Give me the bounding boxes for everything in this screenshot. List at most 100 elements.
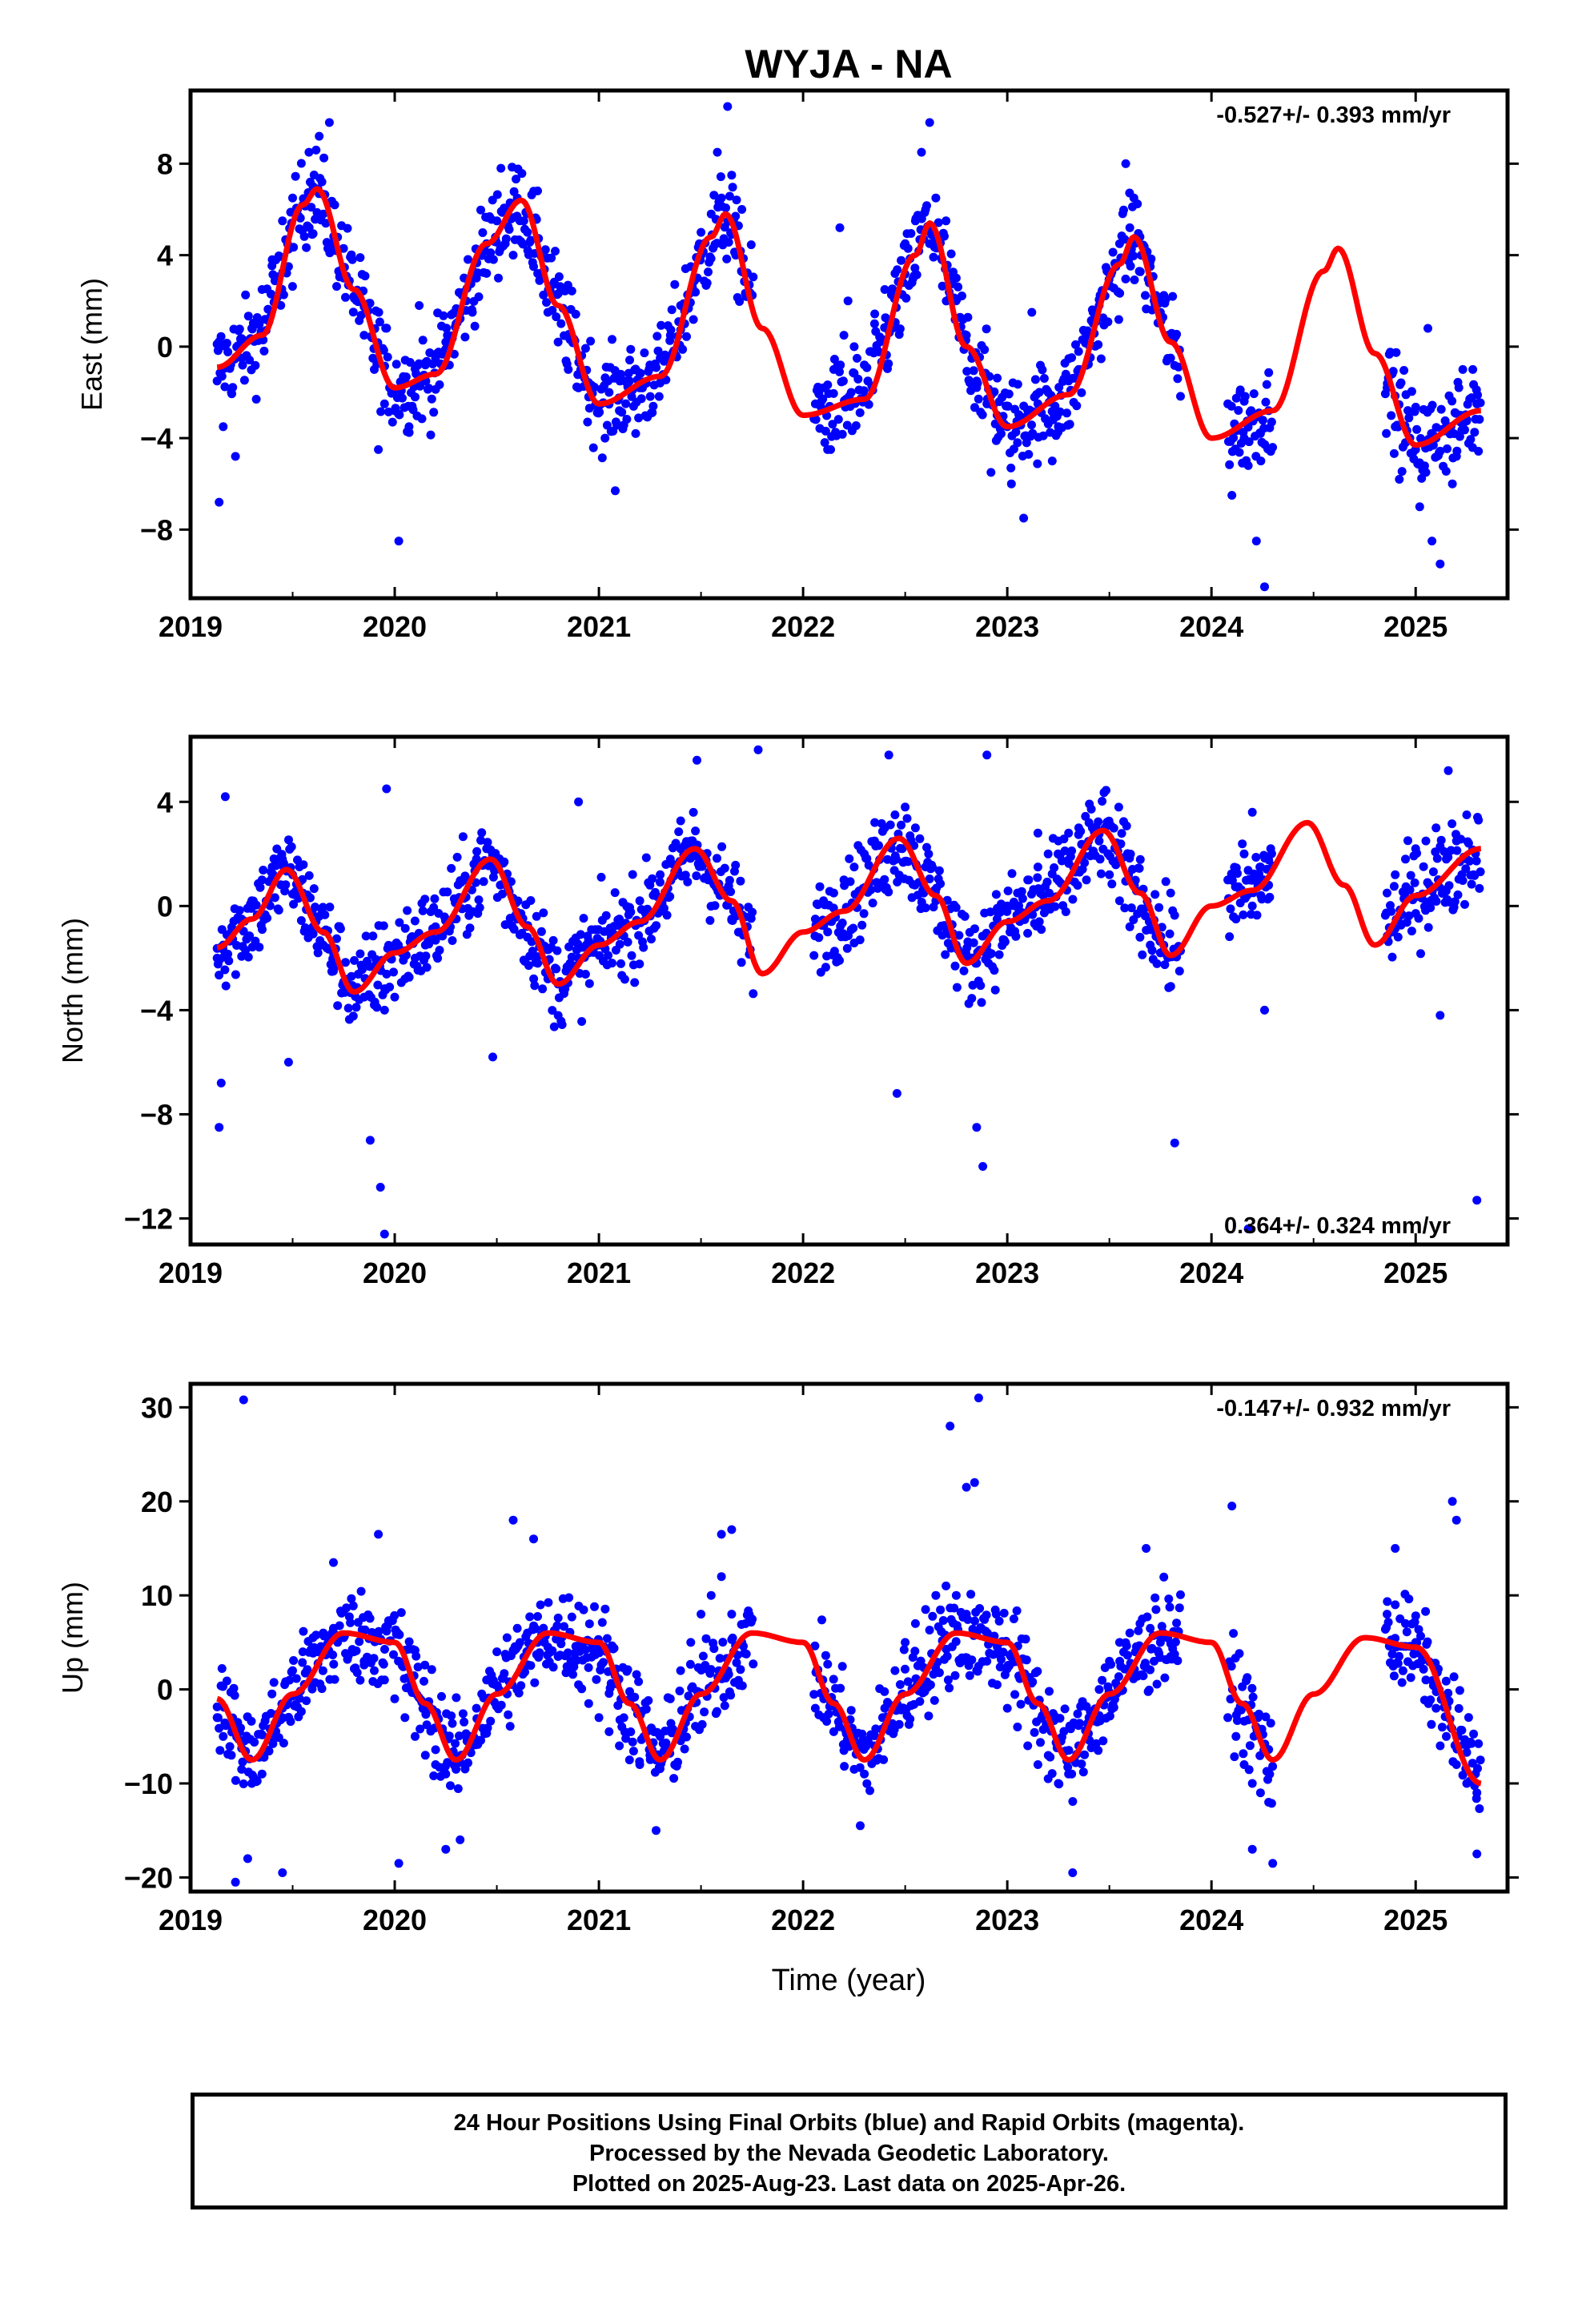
data-point [630, 1692, 640, 1702]
data-point [990, 985, 1000, 995]
data-point [374, 308, 383, 317]
data-point [231, 452, 240, 461]
data-point [404, 422, 414, 432]
data-point [942, 216, 951, 226]
data-point [583, 417, 592, 427]
data-point [840, 1762, 849, 1771]
data-point [1068, 895, 1078, 904]
data-point [1043, 849, 1053, 858]
data-point [893, 877, 902, 887]
data-point [934, 218, 943, 227]
data-point [302, 243, 311, 252]
data-point [1046, 1752, 1055, 1762]
data-point [1043, 1774, 1053, 1783]
data-point [630, 978, 640, 987]
data-point [608, 335, 616, 344]
data-point [717, 842, 727, 851]
data-point [257, 285, 267, 294]
data-point [942, 1581, 951, 1590]
data-point [986, 907, 995, 917]
data-point [403, 906, 412, 915]
y-tick-label: 0 [157, 331, 173, 364]
data-point [727, 171, 737, 180]
data-point [718, 1638, 728, 1647]
data-point [1435, 559, 1445, 569]
data-point [574, 797, 584, 806]
data-point [474, 292, 484, 302]
data-point [227, 1751, 236, 1760]
data-point [930, 1695, 939, 1705]
data-point [1047, 456, 1057, 466]
data-point [1443, 444, 1452, 453]
data-point [1260, 1005, 1269, 1015]
data-point [1114, 896, 1124, 906]
data-point [523, 932, 532, 942]
data-point [823, 927, 833, 937]
data-point [709, 1644, 719, 1654]
data-point [597, 453, 607, 463]
data-point [839, 875, 849, 885]
data-point [620, 975, 629, 984]
data-point [982, 324, 991, 334]
data-point [1033, 459, 1042, 468]
data-point [903, 857, 913, 866]
data-point [317, 177, 327, 187]
data-point [950, 961, 960, 971]
data-point [455, 1731, 464, 1741]
data-point [410, 916, 420, 926]
data-point [448, 1719, 457, 1728]
footer-line-3: Plotted on 2025-Aug-23. Last data on 202… [572, 2171, 1126, 2197]
data-point [543, 1642, 552, 1652]
data-point [665, 892, 675, 901]
up-axes: 2019 2020 2021 2022 2023 2024 2025 −20 −10 0 10 20 3… [124, 1384, 1519, 1936]
data-point [1160, 1673, 1170, 1683]
data-point [897, 844, 907, 854]
data-point [390, 1694, 400, 1703]
data-point [548, 935, 558, 945]
data-point [258, 1730, 267, 1739]
north-plot-frame [188, 734, 1510, 1247]
data-point [972, 376, 982, 386]
data-point [1225, 932, 1235, 942]
data-point [222, 1676, 231, 1686]
x-tick-label: 2022 [771, 1904, 835, 1936]
data-point [888, 284, 897, 294]
data-point [515, 1638, 524, 1647]
data-point [884, 887, 893, 897]
data-point [504, 225, 514, 234]
data-point [910, 263, 920, 273]
data-point [1383, 1597, 1392, 1606]
data-point [1444, 881, 1454, 891]
data-point [1105, 1711, 1114, 1721]
data-point [1115, 288, 1125, 298]
data-point [1223, 1713, 1233, 1723]
y-tick-label: −4 [140, 994, 173, 1027]
data-point [880, 1687, 889, 1696]
data-point [846, 388, 856, 397]
data-point [846, 1706, 856, 1715]
data-point [420, 360, 430, 370]
data-point [1168, 292, 1178, 301]
up-panel: 2019 2020 2021 2022 2023 2024 2025 −20 −10 0 10 20 3… [56, 1381, 1519, 1936]
data-point [1458, 876, 1468, 885]
data-point [982, 750, 992, 760]
data-point [1068, 1868, 1078, 1877]
data-point [728, 183, 737, 192]
data-point [1391, 1544, 1400, 1553]
data-point [460, 1717, 469, 1727]
data-point [427, 394, 436, 404]
data-point [1472, 1196, 1482, 1205]
data-point [921, 1605, 930, 1614]
data-point [648, 401, 658, 411]
data-point [252, 313, 262, 322]
data-point [446, 1781, 455, 1791]
data-point [1064, 1769, 1074, 1779]
data-point [464, 255, 472, 264]
data-point [849, 1764, 859, 1774]
data-point [579, 1605, 588, 1614]
data-point [1094, 1746, 1103, 1755]
data-point [299, 1626, 308, 1636]
data-point [319, 1628, 328, 1638]
data-point [1427, 537, 1437, 546]
data-point [1426, 903, 1435, 912]
